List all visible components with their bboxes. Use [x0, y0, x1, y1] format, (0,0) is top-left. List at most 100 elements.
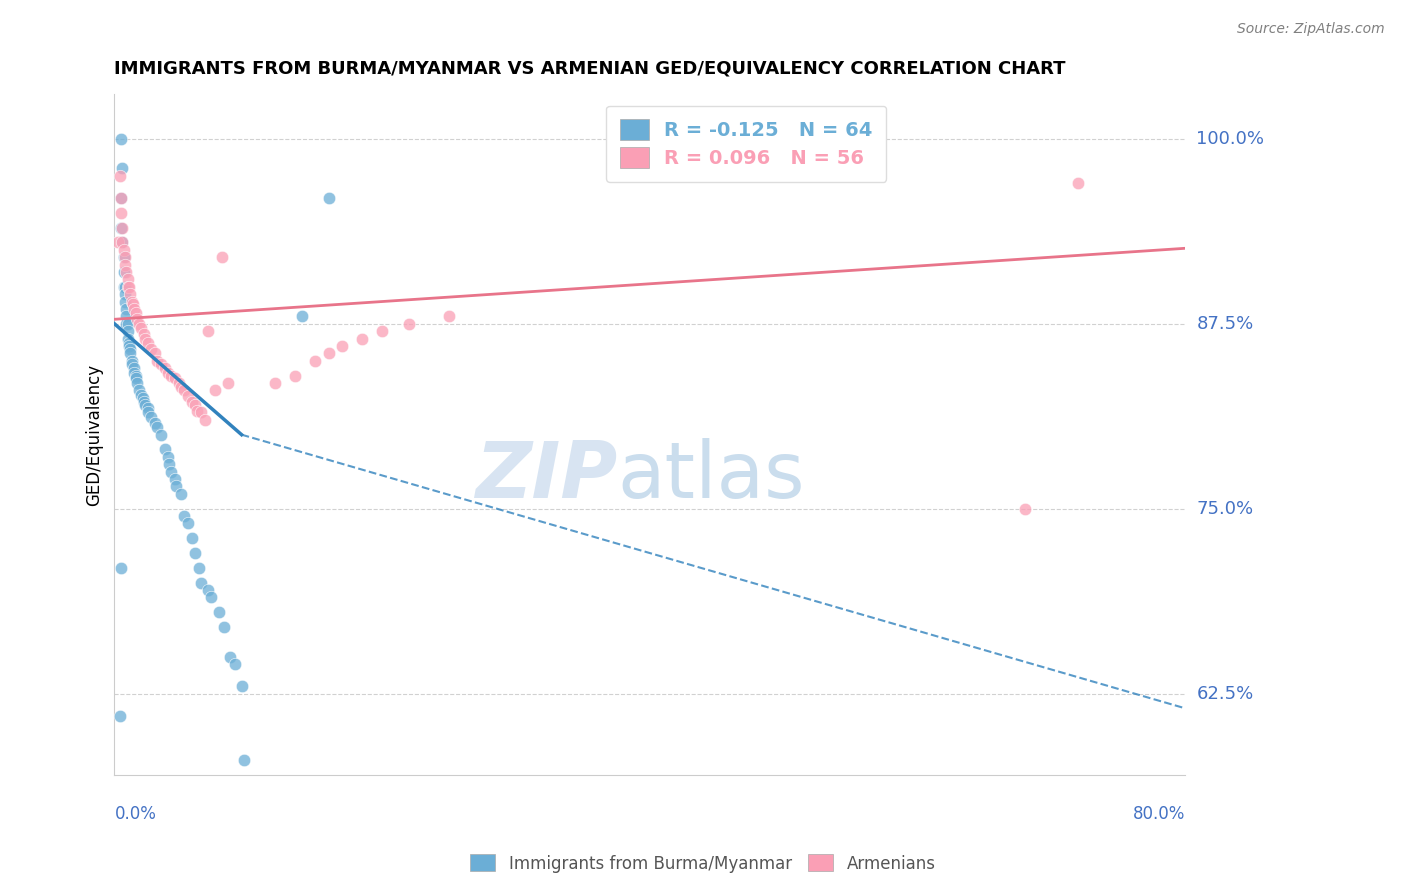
Point — [117, 272, 139, 286]
Text: 87.5%: 87.5% — [1197, 315, 1254, 333]
Point — [117, 279, 139, 293]
Point — [139, 409, 162, 424]
Point — [318, 346, 340, 360]
Point — [173, 509, 195, 524]
Point — [1067, 176, 1090, 190]
Point — [118, 279, 141, 293]
Point — [165, 479, 187, 493]
Point — [131, 391, 153, 405]
Point — [108, 708, 131, 723]
Point — [110, 561, 132, 575]
Point — [111, 235, 134, 250]
Text: IMMIGRANTS FROM BURMA/MYANMAR VS ARMENIAN GED/EQUIVALENCY CORRELATION CHART: IMMIGRANTS FROM BURMA/MYANMAR VS ARMENIA… — [114, 60, 1066, 78]
Point — [190, 405, 212, 419]
Point — [194, 413, 217, 427]
Point — [114, 258, 136, 272]
Point — [110, 206, 132, 220]
Point — [212, 620, 235, 634]
Point — [128, 384, 150, 398]
Point — [134, 398, 156, 412]
Point — [125, 368, 148, 383]
Point — [132, 395, 155, 409]
Point — [110, 191, 132, 205]
Point — [224, 657, 246, 671]
Point — [156, 450, 179, 464]
Text: ZIP: ZIP — [475, 437, 617, 514]
Point — [204, 384, 226, 398]
Point — [125, 306, 148, 320]
Point — [231, 679, 253, 693]
Point — [156, 366, 179, 380]
Point — [125, 371, 148, 385]
Point — [155, 442, 177, 457]
Point — [129, 321, 152, 335]
Point — [181, 395, 204, 409]
Point — [112, 243, 135, 257]
Point — [190, 575, 212, 590]
Point — [121, 357, 143, 371]
Point — [120, 342, 142, 356]
Point — [184, 398, 207, 412]
Legend: Immigrants from Burma/Myanmar, Armenians: Immigrants from Burma/Myanmar, Armenians — [464, 847, 942, 880]
Point — [111, 235, 134, 250]
Point — [163, 371, 186, 385]
Point — [114, 294, 136, 309]
Point — [110, 191, 132, 205]
Point — [112, 250, 135, 264]
Point — [211, 250, 233, 264]
Text: Source: ZipAtlas.com: Source: ZipAtlas.com — [1237, 22, 1385, 37]
Point — [121, 294, 143, 309]
Point — [117, 324, 139, 338]
Point — [112, 279, 135, 293]
Point — [157, 457, 180, 471]
Point — [217, 376, 239, 390]
Point — [304, 353, 326, 368]
Point — [127, 376, 149, 390]
Point — [111, 161, 134, 176]
Point — [110, 132, 132, 146]
Point — [197, 324, 219, 338]
Point — [398, 317, 420, 331]
Point — [146, 420, 169, 434]
Point — [134, 332, 156, 346]
Point — [371, 324, 394, 338]
Point — [352, 332, 374, 346]
Point — [284, 368, 307, 383]
Point — [122, 297, 145, 311]
Point — [121, 353, 143, 368]
Point — [139, 342, 162, 356]
Text: 0.0%: 0.0% — [114, 805, 156, 823]
Point — [124, 301, 146, 316]
Point — [181, 531, 204, 545]
Point — [186, 404, 208, 418]
Point — [120, 287, 142, 301]
Text: 100.0%: 100.0% — [1197, 130, 1264, 148]
Text: 80.0%: 80.0% — [1133, 805, 1185, 823]
Point — [218, 649, 240, 664]
Point — [143, 346, 166, 360]
Point — [330, 339, 353, 353]
Point — [318, 191, 340, 205]
Point — [150, 357, 173, 371]
Point — [187, 561, 209, 575]
Point — [184, 546, 207, 560]
Point — [132, 327, 155, 342]
Point — [233, 753, 256, 767]
Point — [120, 346, 142, 360]
Point — [115, 265, 138, 279]
Point — [114, 250, 136, 264]
Point — [136, 335, 159, 350]
Point — [112, 265, 135, 279]
Point — [150, 427, 173, 442]
Point — [110, 220, 132, 235]
Text: atlas: atlas — [617, 437, 806, 514]
Point — [115, 317, 138, 331]
Point — [159, 368, 181, 383]
Y-axis label: GED/Equivalency: GED/Equivalency — [86, 364, 103, 506]
Point — [197, 582, 219, 597]
Point — [437, 310, 460, 324]
Text: 62.5%: 62.5% — [1197, 684, 1254, 703]
Point — [146, 353, 169, 368]
Point — [108, 169, 131, 183]
Point — [115, 301, 138, 316]
